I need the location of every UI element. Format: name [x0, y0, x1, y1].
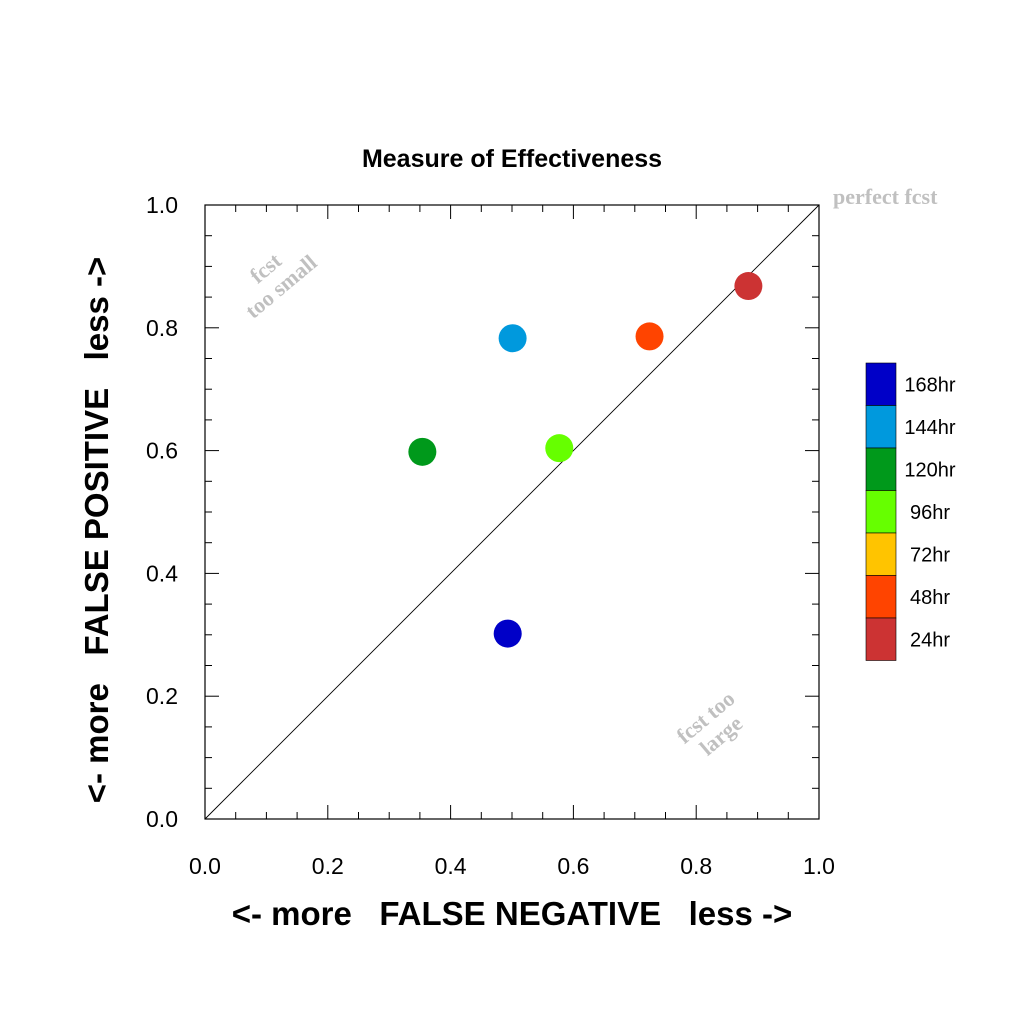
legend-label-144hr: 144hr: [904, 417, 955, 439]
fcst-too-large-annotation: fcst too large: [671, 686, 747, 761]
x-tick-label: 0.4: [435, 853, 467, 879]
legend-swatch-24hr: [865, 617, 897, 661]
x-tick-labels: 0.0 0.2 0.4 0.6 0.8 1.0: [189, 853, 835, 879]
point-120hr: [408, 437, 437, 466]
chart-title: Measure of Effectiveness: [362, 145, 662, 173]
y-tick-labels: 0.0 0.2 0.4 0.6 0.8 1.0: [146, 192, 178, 832]
perfect-fcst-annotation: perfect fcst: [833, 184, 938, 209]
legend-label-96hr: 96hr: [910, 502, 950, 524]
legend-label-24hr: 24hr: [910, 629, 950, 651]
point-96hr: [545, 434, 574, 463]
x-tick-label: 0.6: [557, 853, 589, 879]
x-tick-label: 0.8: [680, 853, 712, 879]
legend-label-48hr: 48hr: [910, 587, 950, 609]
tick-marks: [204, 204, 820, 820]
legend-swatch-72hr: [865, 532, 897, 576]
y-tick-label: 0.6: [146, 438, 178, 464]
perfect-forecast-line: [204, 204, 820, 820]
data-points: [408, 272, 763, 648]
y-tick-label: 0.2: [146, 683, 178, 709]
y-tick-label: 0.0: [146, 806, 178, 832]
legend-label-168hr: 168hr: [904, 374, 955, 396]
point-144hr: [498, 324, 527, 353]
y-axis-label: <- more FALSE POSITIVE less ->: [78, 257, 115, 804]
y-tick-label: 1.0: [146, 192, 178, 218]
x-tick-label: 0.2: [312, 853, 344, 879]
legend-swatch-144hr: [865, 405, 897, 449]
point-168hr: [493, 619, 522, 648]
fcst-too-small-line-2: too small: [240, 250, 321, 324]
x-tick-label: 0.0: [189, 853, 221, 879]
legend-swatch-48hr: [865, 575, 897, 619]
y-tick-label: 0.8: [146, 315, 178, 341]
point-48hr: [635, 322, 664, 351]
legend-label-120hr: 120hr: [904, 459, 955, 481]
y-tick-label: 0.4: [146, 560, 178, 586]
legend-swatch-168hr: [865, 362, 897, 406]
legend: 168hr 144hr 120hr 96hr 72hr 48hr 24hr: [865, 362, 956, 661]
legend-swatch-120hr: [865, 447, 897, 491]
fcst-too-small-annotation: fcst too small: [240, 247, 321, 324]
legend-label-72hr: 72hr: [910, 544, 950, 566]
point-24hr: [734, 272, 763, 301]
legend-swatch-96hr: [865, 490, 897, 534]
x-axis-label: <- more FALSE NEGATIVE less ->: [232, 895, 793, 932]
x-tick-label: 1.0: [803, 853, 835, 879]
